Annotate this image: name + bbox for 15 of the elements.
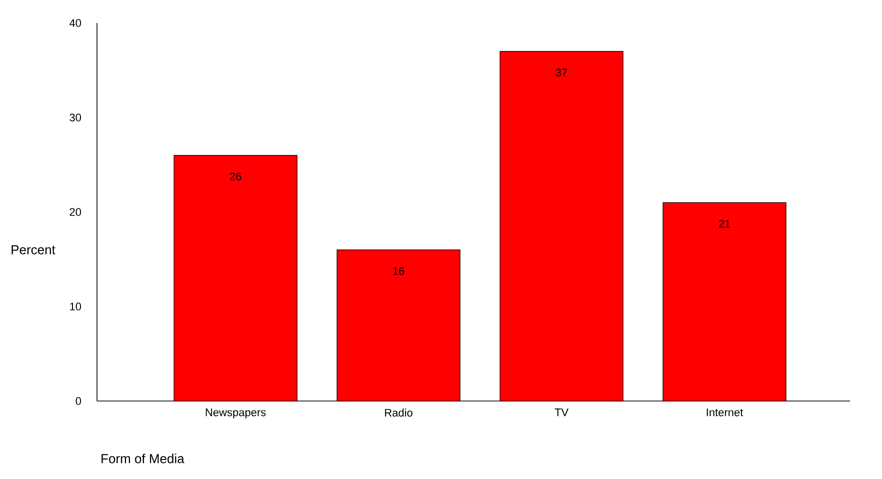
x-tick-label: TV xyxy=(554,408,568,416)
x-tick-label: Internet xyxy=(706,408,744,416)
data-label: 16 xyxy=(393,267,404,275)
y-tick-label: 30 xyxy=(70,114,82,122)
data-label: 26 xyxy=(230,172,242,180)
y-tick-label: 40 xyxy=(69,19,82,27)
x-tick-label: Newspapers xyxy=(206,408,266,418)
y-tick-label: 0 xyxy=(76,397,82,405)
y-tick-label: 10 xyxy=(70,302,82,310)
data-label: 21 xyxy=(718,220,730,228)
x-axis-title: Form of Media xyxy=(102,454,184,464)
y-axis-title: Percent xyxy=(12,245,56,254)
y-tick-label: 20 xyxy=(70,208,82,216)
data-label: 37 xyxy=(556,68,568,76)
x-tick-label: Radio xyxy=(385,408,412,417)
